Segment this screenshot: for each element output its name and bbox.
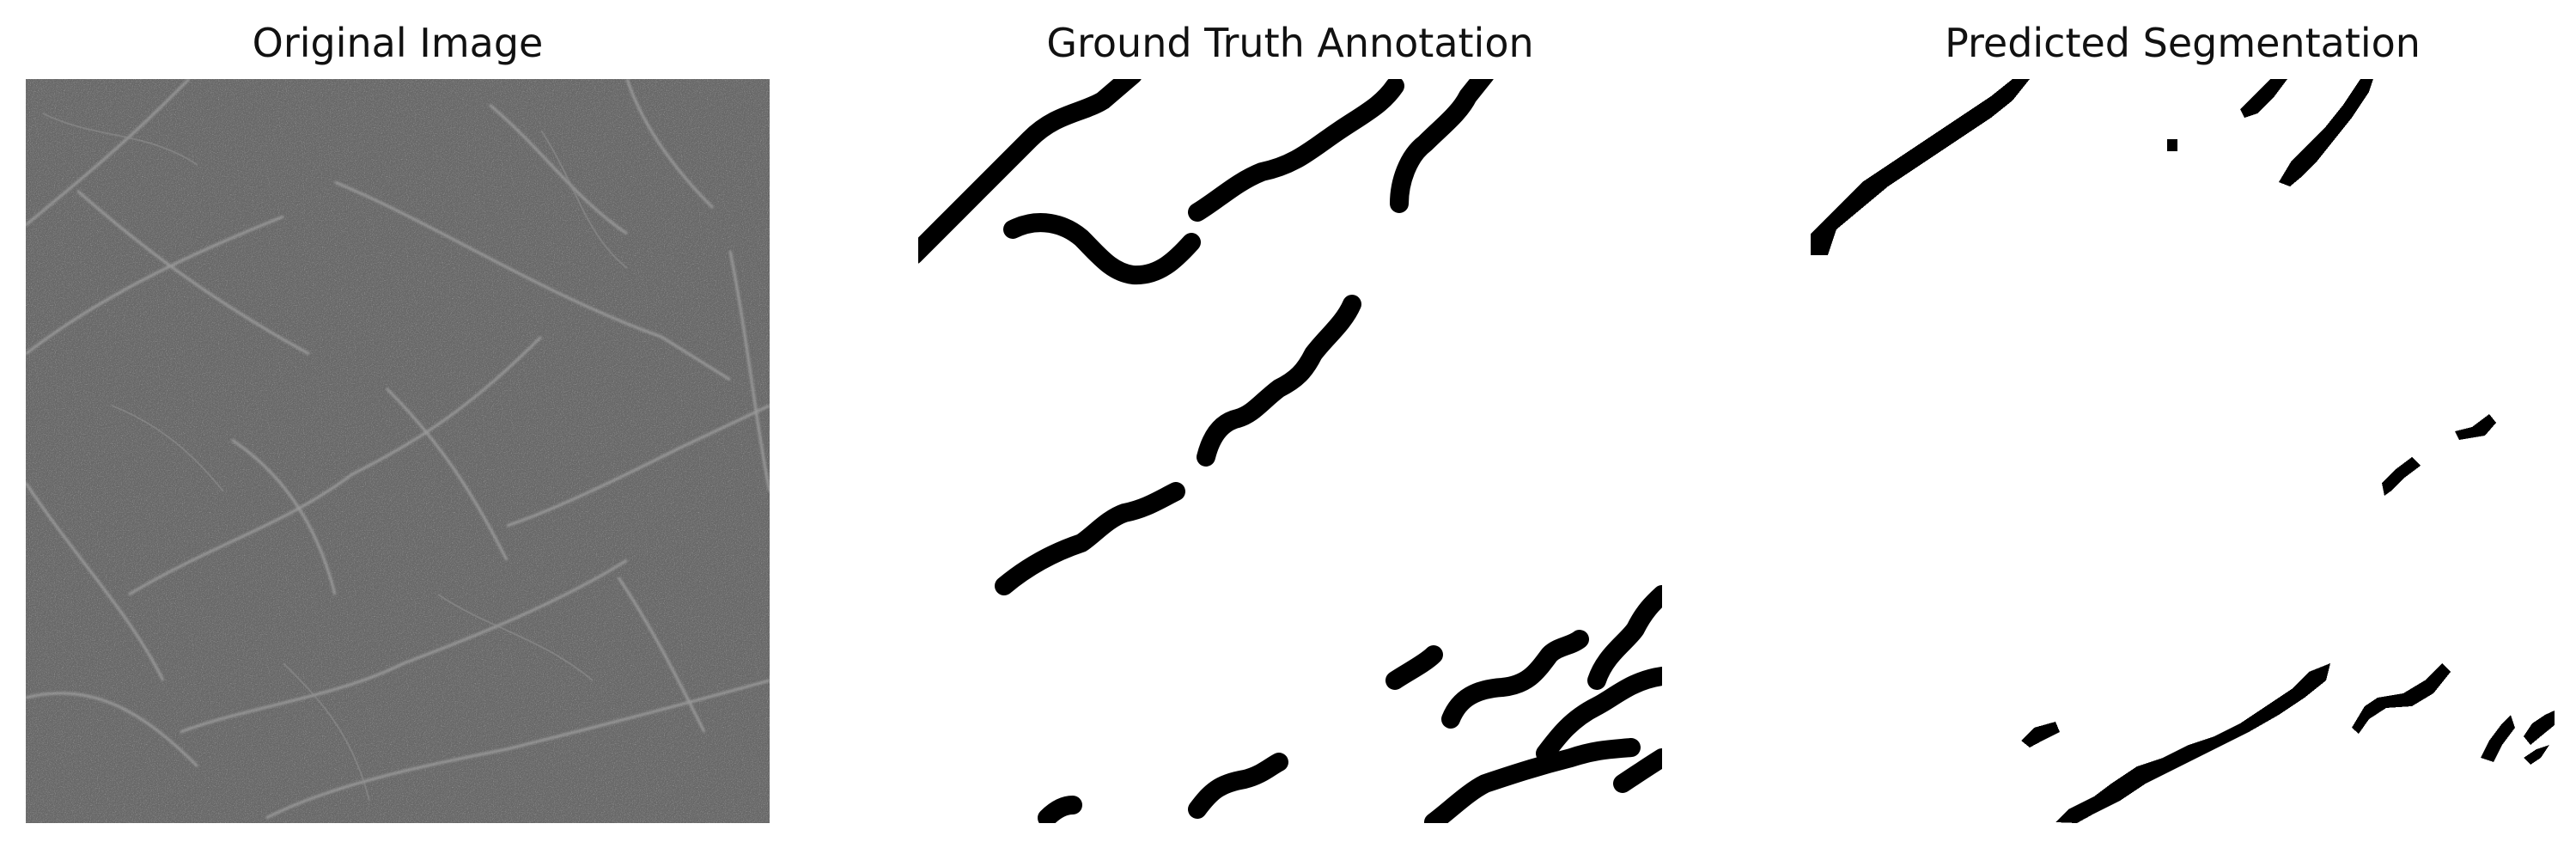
panel-title-predicted: Predicted Segmentation xyxy=(1945,20,2421,66)
ground-truth-panel xyxy=(918,79,1662,823)
predicted-segmentation-panel xyxy=(1811,79,2555,823)
original-image-panel xyxy=(26,79,770,823)
panel-title-original: Original Image xyxy=(252,20,544,66)
panel-title-ground-truth: Ground Truth Annotation xyxy=(1046,20,1534,66)
fine-texture-lines xyxy=(42,113,628,802)
annotated-cracks xyxy=(918,79,1662,823)
surface-cracks xyxy=(26,79,770,820)
predicted-crack-regions xyxy=(1811,79,2555,823)
predicted-mask xyxy=(1811,79,2555,823)
ground-truth-mask xyxy=(918,79,1662,823)
original-image xyxy=(26,79,770,823)
